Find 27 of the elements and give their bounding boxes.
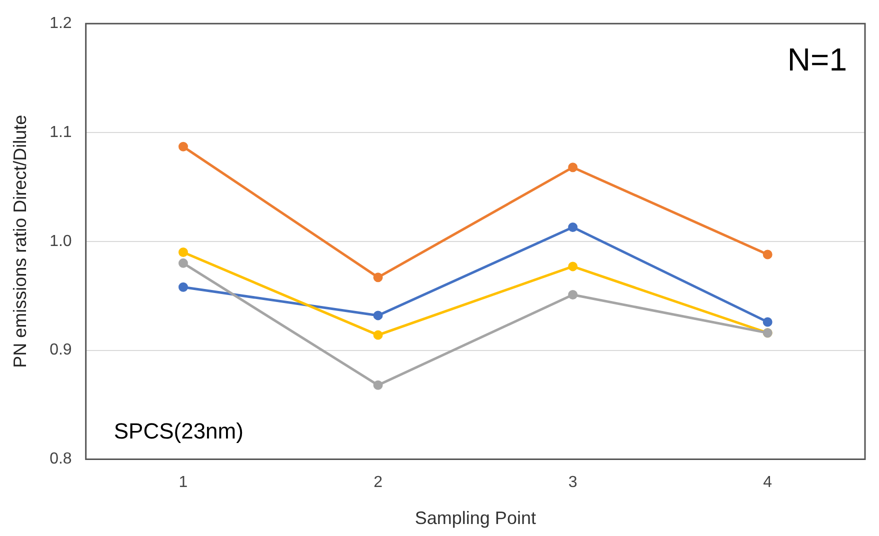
x-tick-label: 2	[374, 474, 383, 492]
x-axis-title: Sampling Point	[414, 508, 536, 528]
point	[178, 258, 188, 268]
annotation: SPCS(23nm)	[114, 418, 244, 444]
point	[568, 290, 578, 300]
y-tick-label: 1.0	[50, 232, 72, 250]
point	[373, 310, 383, 320]
point	[373, 330, 383, 340]
point	[568, 262, 578, 272]
point	[568, 222, 578, 232]
point	[178, 142, 188, 152]
point	[178, 248, 188, 258]
point	[568, 162, 578, 172]
y-axis-title: PN emissions ratio Direct/Dilute	[10, 114, 30, 368]
y-tick-label: 0.8	[50, 450, 72, 468]
y-tick-label: 0.9	[50, 342, 72, 359]
x-tick-label: 3	[568, 474, 578, 492]
point	[762, 317, 772, 327]
point	[178, 282, 188, 292]
point	[373, 272, 383, 282]
annotation: N=1	[787, 41, 847, 78]
x-tick-label: 4	[763, 474, 772, 492]
y-tick-label: 1.2	[50, 15, 72, 32]
y-tick-label: 1.1	[50, 124, 72, 141]
x-tick-label: 1	[178, 474, 188, 492]
point	[762, 250, 772, 260]
point	[373, 380, 383, 390]
